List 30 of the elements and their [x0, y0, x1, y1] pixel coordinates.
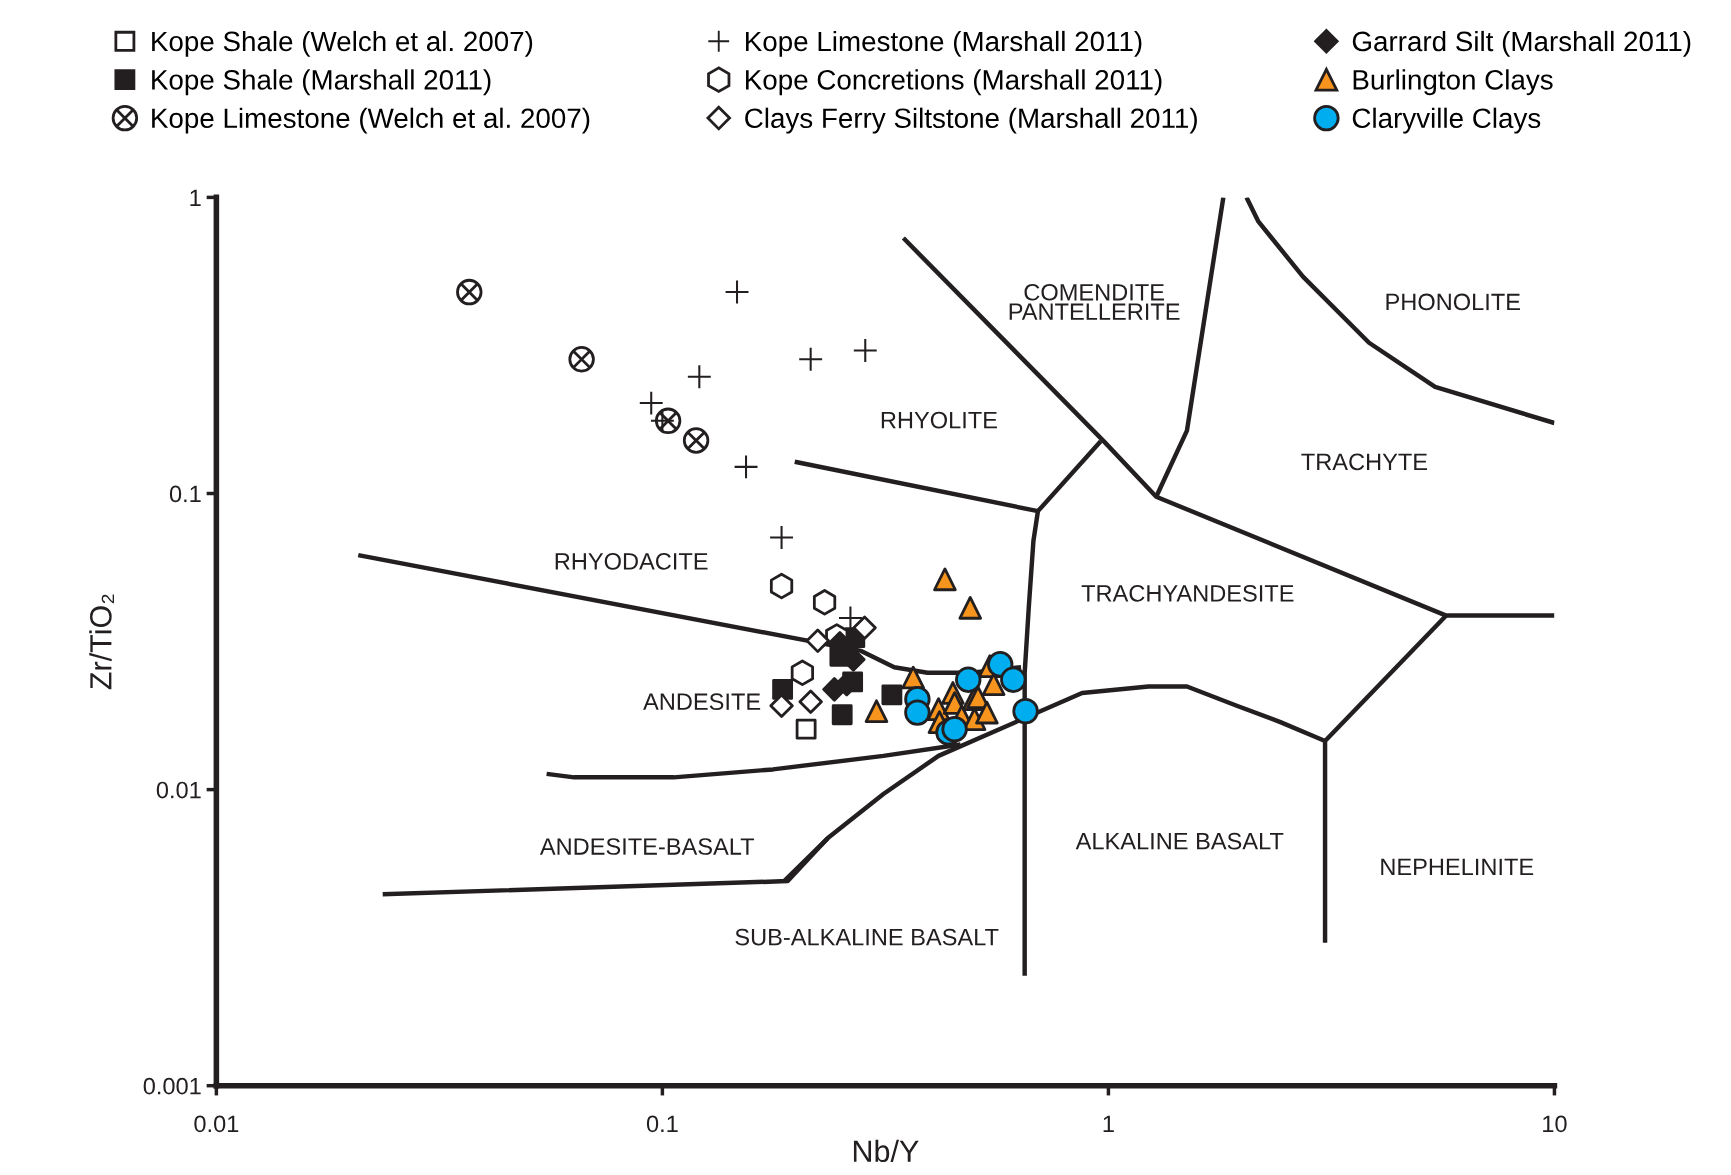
- legend-label: Claryville Clays: [1352, 107, 1541, 134]
- annotation: TRACHYTE: [1301, 453, 1428, 471]
- legend-label: Kope Shale (Welch et al. 2007): [152, 30, 533, 57]
- annotation: ANDESITE: [643, 693, 761, 711]
- y-tick-label: 0.001: [143, 1077, 201, 1095]
- legend-label: Kope Limestone (Welch et al. 2007): [152, 107, 590, 134]
- annotation: ALKALINE BASALT: [1075, 832, 1284, 850]
- y-tick-label: 0.01: [156, 781, 201, 799]
- x-tick-label: 1: [1103, 1115, 1114, 1132]
- annotation: RHYODACITE: [555, 553, 708, 570]
- y-axis-title: Zr/TiO₂: [89, 594, 114, 690]
- x-tick-label: 0.1: [646, 1115, 678, 1133]
- annotation: TRACHYANDESITE: [1081, 584, 1294, 602]
- y-tick-label: 1: [190, 189, 201, 206]
- annotation: PHONOLITE: [1386, 293, 1520, 311]
- legend-label: Burlington Clays: [1353, 69, 1553, 96]
- legend-label: Kope Shale (Marshall 2011): [152, 69, 491, 96]
- annotation: NEPHELINITE: [1381, 858, 1534, 876]
- x-axis-title: Nb/Y: [853, 1139, 919, 1163]
- legend-label: Garrard Silt (Marshall 2011): [1352, 30, 1691, 57]
- y-tick-label: 0.1: [169, 485, 201, 503]
- annotation: COMENDITE PANTELLERITE: [1009, 283, 1180, 320]
- x-tick-label: 0.01: [194, 1115, 239, 1133]
- annotation: ANDESITE-BASALT: [539, 838, 755, 855]
- legend-label: Kope Limestone (Marshall 2011): [746, 30, 1142, 57]
- legend-label: Clays Ferry Siltstone (Marshall 2011): [745, 107, 1197, 134]
- legend-label: Kope Concretions (Marshall 2011): [746, 69, 1162, 96]
- x-tick-label: 10: [1543, 1115, 1567, 1133]
- annotation: RHYOLITE: [881, 411, 997, 429]
- annotation: SUB-ALKALINE BASALT: [735, 928, 999, 946]
